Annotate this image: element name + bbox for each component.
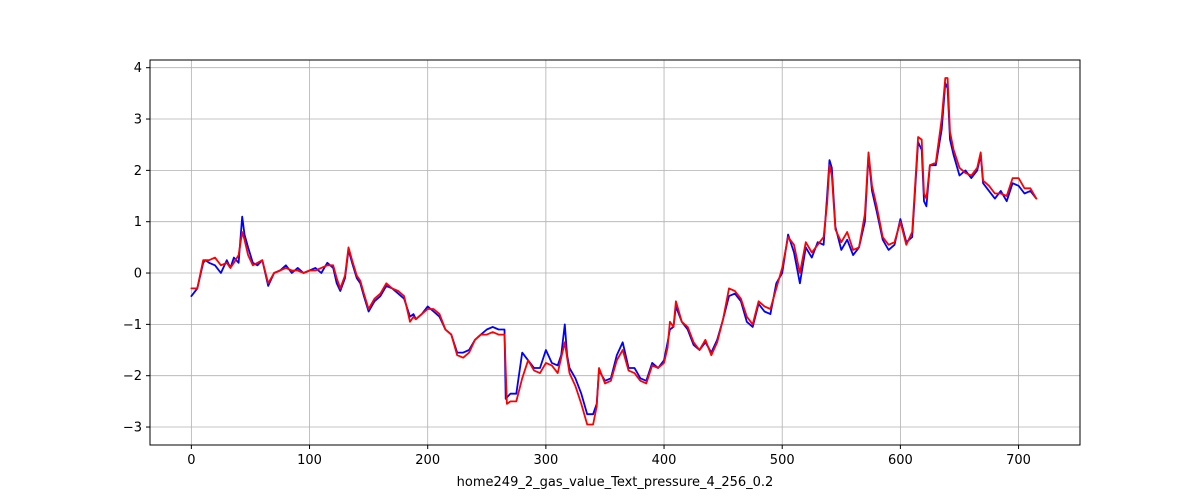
series-layer [190,77,1038,426]
y-tick-label: −1 [123,318,142,333]
x-tick-label: 0 [187,453,195,468]
y-tick-label: −3 [123,421,142,436]
plot-frame [149,59,1081,446]
x-tick-label: 100 [297,453,322,468]
y-axis-ticks: −3 −2 −1 0 1 2 3 4 [123,61,150,436]
y-tick-label: 4 [134,61,142,76]
x-tick-label: 600 [888,453,913,468]
x-tick-label: 500 [770,453,795,468]
y-tick-label: −2 [123,369,142,384]
series-line-2 [190,77,1038,426]
x-axis-label: home249_2_gas_value_Text_pressure_4_256_… [457,475,774,490]
x-tick-label: 300 [533,453,558,468]
y-tick-label: 0 [134,267,142,282]
y-tick-label: 1 [134,215,142,230]
y-tick-label: 3 [134,113,142,128]
y-tick-label: 2 [134,164,142,179]
x-tick-label: 200 [415,453,440,468]
x-tick-label: 700 [1006,453,1031,468]
x-tick-label: 400 [652,453,677,468]
series-line-1 [190,82,1038,416]
x-axis-ticks: 0 100 200 300 400 500 600 700 [187,445,1031,468]
grid [150,60,1080,445]
